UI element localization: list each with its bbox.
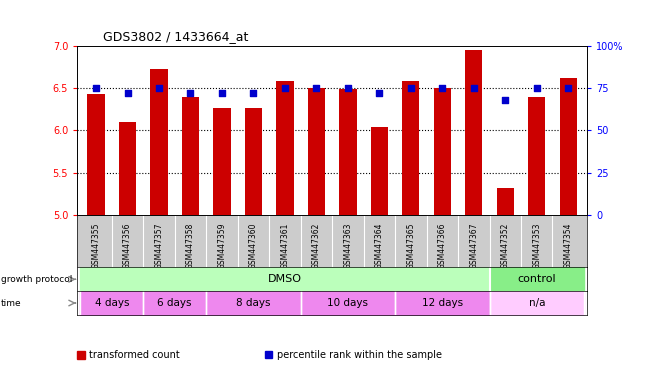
Text: GSM447353: GSM447353 bbox=[532, 223, 541, 269]
Text: transformed count: transformed count bbox=[89, 350, 180, 360]
Bar bbox=[182, 97, 199, 215]
Point bbox=[217, 90, 227, 96]
Point bbox=[91, 85, 101, 91]
Text: GSM447363: GSM447363 bbox=[344, 223, 352, 269]
Text: GSM447352: GSM447352 bbox=[501, 223, 510, 269]
Point bbox=[280, 85, 291, 91]
Text: GSM447364: GSM447364 bbox=[375, 223, 384, 269]
Bar bbox=[308, 88, 325, 215]
Bar bbox=[402, 81, 419, 215]
Bar bbox=[245, 108, 262, 215]
Bar bbox=[87, 94, 105, 215]
Point bbox=[468, 85, 479, 91]
Point bbox=[185, 90, 196, 96]
Text: 8 days: 8 days bbox=[236, 298, 270, 308]
Text: 12 days: 12 days bbox=[422, 298, 463, 308]
Point bbox=[531, 85, 542, 91]
Point bbox=[563, 85, 574, 91]
Text: GDS3802 / 1433664_at: GDS3802 / 1433664_at bbox=[103, 30, 248, 43]
Text: GSM447360: GSM447360 bbox=[249, 223, 258, 269]
Text: GSM447358: GSM447358 bbox=[186, 223, 195, 269]
Text: GSM447366: GSM447366 bbox=[437, 223, 447, 269]
Text: GSM447362: GSM447362 bbox=[312, 223, 321, 269]
Bar bbox=[433, 88, 451, 215]
Point bbox=[342, 85, 353, 91]
Text: 10 days: 10 days bbox=[327, 298, 368, 308]
Point bbox=[248, 90, 259, 96]
Point bbox=[374, 90, 384, 96]
Bar bbox=[150, 69, 168, 215]
Text: GSM447355: GSM447355 bbox=[91, 223, 101, 269]
Text: 4 days: 4 days bbox=[95, 298, 129, 308]
Point bbox=[405, 85, 416, 91]
Bar bbox=[465, 50, 482, 215]
Text: DMSO: DMSO bbox=[268, 274, 302, 284]
Text: GSM447357: GSM447357 bbox=[154, 223, 164, 269]
Text: GSM447367: GSM447367 bbox=[469, 223, 478, 269]
Text: GSM447354: GSM447354 bbox=[564, 223, 573, 269]
Text: time: time bbox=[1, 298, 21, 308]
Text: GSM447361: GSM447361 bbox=[280, 223, 289, 269]
Text: percentile rank within the sample: percentile rank within the sample bbox=[277, 350, 442, 360]
Point bbox=[122, 90, 133, 96]
Point bbox=[437, 85, 448, 91]
Text: GSM447359: GSM447359 bbox=[217, 223, 227, 269]
Point bbox=[500, 97, 511, 103]
Bar bbox=[213, 108, 231, 215]
Point bbox=[311, 85, 322, 91]
Bar bbox=[560, 78, 577, 215]
Text: n/a: n/a bbox=[529, 298, 545, 308]
Text: GSM447365: GSM447365 bbox=[407, 223, 415, 269]
Bar bbox=[119, 122, 136, 215]
Text: GSM447356: GSM447356 bbox=[123, 223, 132, 269]
Bar bbox=[370, 127, 388, 215]
Bar bbox=[340, 89, 356, 215]
Point bbox=[154, 85, 164, 91]
Bar bbox=[497, 188, 514, 215]
Bar bbox=[528, 97, 546, 215]
Bar bbox=[276, 81, 294, 215]
Text: 6 days: 6 days bbox=[158, 298, 192, 308]
Text: growth protocol: growth protocol bbox=[1, 275, 72, 284]
Text: control: control bbox=[517, 274, 556, 284]
